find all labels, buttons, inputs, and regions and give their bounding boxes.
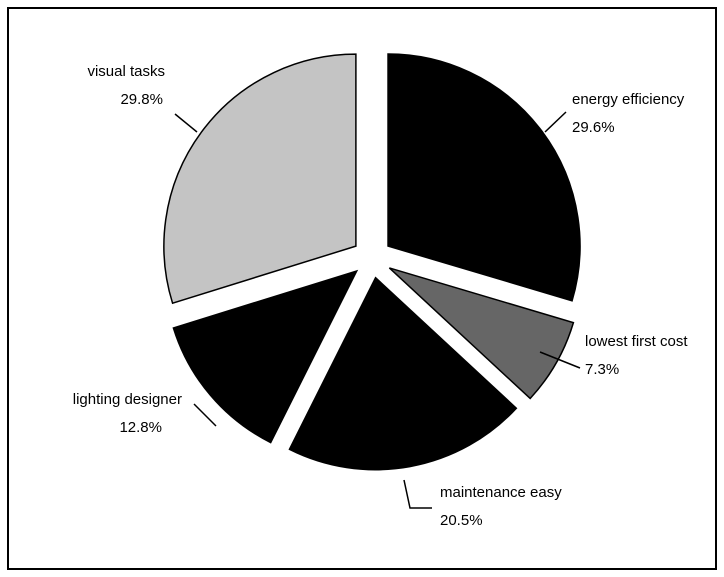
leader-line bbox=[539, 351, 581, 369]
pie-slice bbox=[387, 53, 581, 302]
leader-line bbox=[403, 479, 432, 509]
leader-line bbox=[544, 111, 567, 133]
slice-label: visual tasks bbox=[87, 63, 165, 80]
slice-label: lighting designer bbox=[73, 391, 182, 408]
slice-label: lowest first cost bbox=[585, 333, 688, 350]
slice-value-label: 29.6% bbox=[572, 119, 615, 136]
slice-value-label: 12.8% bbox=[119, 419, 162, 436]
leader-line bbox=[193, 403, 217, 427]
pie-slice bbox=[388, 267, 575, 400]
pie-slice bbox=[172, 269, 359, 444]
slice-label: energy efficiency bbox=[572, 91, 685, 108]
pie-slice bbox=[163, 53, 357, 305]
slice-value-label: 29.8% bbox=[120, 91, 163, 108]
slice-value-label: 7.3% bbox=[585, 361, 619, 378]
pie-slice bbox=[288, 276, 518, 471]
leader-line bbox=[174, 113, 198, 133]
frame bbox=[7, 7, 717, 570]
slice-value-label: 20.5% bbox=[440, 512, 483, 529]
slice-label: maintenance easy bbox=[440, 484, 562, 501]
